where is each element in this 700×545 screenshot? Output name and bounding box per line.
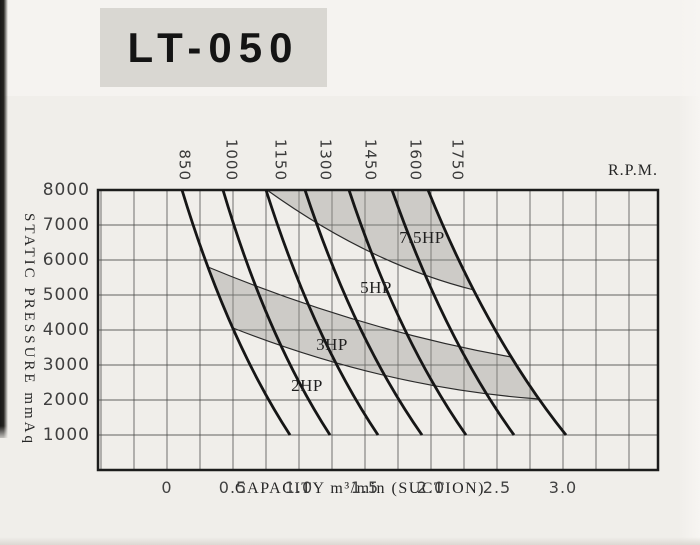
x-tick-label: 2.5 [482,478,512,497]
scan-edge-bottom [0,537,700,545]
rpm-curve-1750 [426,189,568,436]
plot-border [96,188,660,472]
y-tick-label: 8000 [42,180,90,200]
rpm-tick-label: 1000 [222,138,241,181]
hp-region-label: 7.5HP [399,228,445,247]
rpm-tick-label: 1300 [316,138,335,181]
hp-limit-line-3HP [207,266,512,358]
x-tick-label: 3.0 [548,478,578,497]
x-axis-title: CAPACITY m³/min (SUCTION) [234,480,485,497]
hp-region-label: 5HP [360,278,392,297]
x-tick-label: 2.0 [416,478,446,497]
y-tick-label: 4000 [42,320,90,340]
rpm-tick-label: 1150 [271,138,290,181]
model-title-box: LT-050 [100,8,327,87]
y-tick-label: 3000 [42,355,90,375]
y-tick-label: 2000 [42,390,90,410]
rpm-curve-1150 [264,189,380,436]
rpm-tick-label: 850 [175,149,194,181]
rpm-tick-label: 1600 [406,138,425,181]
y-axis-title: STATIC PRESSURE mmAq [21,213,37,446]
scan-edge-shadow [0,0,8,438]
rpm-curve-1300 [303,189,424,436]
rpm-curve-850 [180,189,292,436]
rpm-tick-label: 1750 [448,138,467,181]
y-tick-label: 1000 [42,425,90,445]
rpm-curve-1450 [347,189,468,436]
scan-edge-fade [0,426,10,444]
rpm-axis-label: R.P.M. [607,162,658,179]
hp-region-label: 2HP [291,376,323,395]
rpm-curve-1000 [221,189,332,436]
hp-region-label: 3HP [316,335,348,354]
hp-shaded-band [208,267,539,399]
model-number: LT-050 [127,23,300,71]
x-tick-label: 1.5 [350,478,380,497]
rpm-curve-1600 [390,189,516,436]
y-tick-label: 7000 [42,215,90,235]
x-tick-label: 0.5 [218,478,248,497]
rpm-tick-label: 1450 [361,138,380,181]
x-tick-label: 0 [161,478,173,497]
scan-edge-right [678,0,700,545]
x-tick-label: 1.0 [284,478,314,497]
y-tick-label: 6000 [42,250,90,270]
y-tick-label: 5000 [42,285,90,305]
